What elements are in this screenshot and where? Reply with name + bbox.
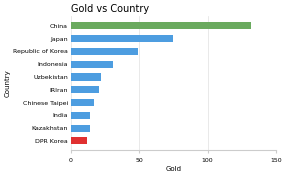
Bar	[71, 48, 138, 55]
Bar	[71, 35, 173, 42]
Bar	[71, 86, 99, 93]
Bar	[71, 137, 87, 144]
X-axis label: Gold: Gold	[165, 166, 181, 172]
Bar	[71, 22, 251, 29]
Bar	[71, 74, 101, 80]
Bar	[71, 112, 90, 119]
Bar	[71, 61, 113, 68]
Y-axis label: Country: Country	[4, 70, 10, 97]
Bar	[71, 99, 94, 106]
Text: Gold vs Country: Gold vs Country	[71, 4, 149, 14]
Bar	[71, 125, 90, 131]
